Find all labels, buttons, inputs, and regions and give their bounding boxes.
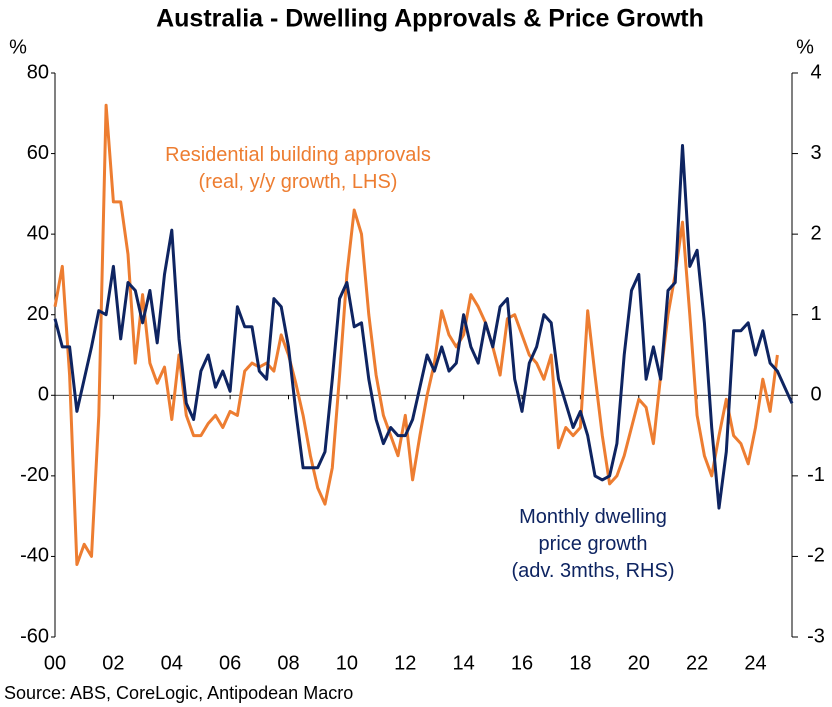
x-tick-label: 12	[394, 652, 416, 674]
x-tick-label: 20	[628, 652, 650, 674]
x-tick-label: 04	[161, 652, 183, 674]
x-tick-label: 08	[277, 652, 299, 674]
x-tick-label: 16	[511, 652, 533, 674]
annotation-line: Residential building approvals	[165, 144, 431, 166]
annotation-line: (real, y/y growth, LHS)	[199, 171, 398, 193]
y-tick-label: 20	[27, 303, 49, 325]
y2-tick-label: -3	[807, 625, 825, 647]
annotation-line: (adv. 3mths, RHS)	[512, 560, 675, 582]
y-tick-label: -60	[20, 625, 49, 647]
annotation-line: price growth	[539, 533, 648, 555]
y2-axis-label: %	[796, 36, 814, 58]
y-tick-label: 0	[38, 384, 49, 406]
source: Source: ABS, CoreLogic, Antipodean Macro	[4, 683, 353, 703]
y-tick-label: -40	[20, 545, 49, 567]
x-tick-label: 18	[569, 652, 591, 674]
annotation: Residential building approvals (real, y/y…	[165, 144, 431, 193]
y-tick-label: 80	[27, 61, 49, 83]
y-tick-label: -20	[20, 464, 49, 486]
x-tick-label: 10	[336, 652, 358, 674]
x-tick-label: 24	[744, 652, 766, 674]
series-line	[53, 103, 779, 566]
y2-tick-label: -1	[807, 464, 825, 486]
x-tick-label: 14	[453, 652, 475, 674]
y2-tick-label: 0	[810, 384, 821, 406]
series-line	[53, 144, 794, 510]
y2-tick-label: 2	[810, 222, 821, 244]
annotation-line: Monthly dwelling	[519, 506, 667, 528]
y2-tick-label: 3	[810, 142, 821, 164]
annotation: Monthly dwelling price growth (adv. 3mths,…	[512, 506, 675, 582]
y2-tick-label: 1	[810, 303, 821, 325]
x-tick-label: 00	[44, 652, 66, 674]
y-axis-label: %	[9, 36, 27, 58]
y2-tick-label: -2	[807, 545, 825, 567]
chart-title: Australia - Dwelling Approvals & Price G…	[156, 5, 704, 33]
y-tick-label: 60	[27, 142, 49, 164]
y2-tick-label: 4	[810, 61, 821, 83]
y-tick-label: 40	[27, 222, 49, 244]
x-tick-label: 22	[686, 652, 708, 674]
x-tick-label: 02	[102, 652, 124, 674]
x-tick-label: 06	[219, 652, 241, 674]
